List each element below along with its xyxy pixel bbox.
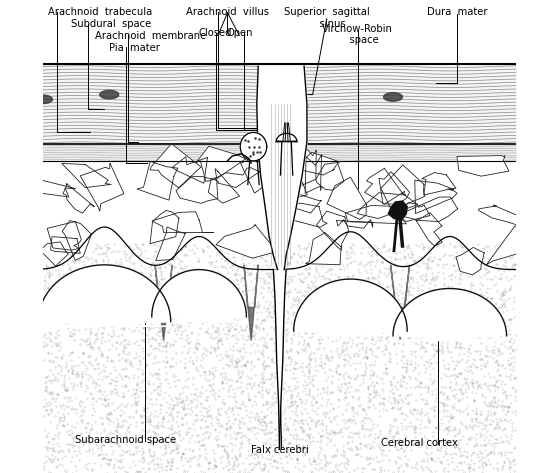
Polygon shape — [345, 205, 406, 224]
Polygon shape — [276, 133, 297, 142]
Polygon shape — [172, 157, 207, 183]
Polygon shape — [150, 210, 179, 244]
Polygon shape — [38, 265, 170, 326]
Text: Cerebral cortex: Cerebral cortex — [381, 438, 457, 447]
Text: Virchow-Robin
    space: Virchow-Robin space — [322, 24, 393, 45]
Polygon shape — [457, 156, 509, 176]
Polygon shape — [456, 247, 484, 275]
Polygon shape — [337, 219, 373, 228]
Polygon shape — [316, 211, 349, 250]
Polygon shape — [152, 270, 247, 322]
Polygon shape — [357, 193, 418, 219]
Polygon shape — [80, 164, 124, 211]
Polygon shape — [379, 172, 410, 204]
Polygon shape — [216, 225, 277, 258]
Polygon shape — [48, 221, 82, 250]
Polygon shape — [364, 168, 405, 204]
Polygon shape — [295, 152, 339, 175]
Polygon shape — [422, 173, 456, 195]
Text: Open: Open — [226, 28, 253, 38]
Text: Superior  sagittal
    sinus: Superior sagittal sinus — [284, 7, 369, 29]
Text: Subarachnoid space: Subarachnoid space — [75, 435, 176, 445]
Polygon shape — [62, 164, 111, 188]
Polygon shape — [196, 146, 245, 182]
Polygon shape — [416, 213, 442, 246]
Polygon shape — [305, 155, 321, 193]
Polygon shape — [176, 176, 218, 203]
Polygon shape — [137, 161, 178, 200]
Polygon shape — [156, 227, 185, 261]
Polygon shape — [393, 289, 506, 341]
Text: Subdural  space: Subdural space — [72, 19, 151, 29]
Polygon shape — [240, 132, 267, 161]
Text: Falx cerebri: Falx cerebri — [250, 445, 309, 455]
Polygon shape — [381, 165, 425, 210]
Text: Closed: Closed — [199, 28, 233, 38]
Ellipse shape — [383, 93, 402, 101]
Ellipse shape — [289, 102, 308, 111]
Polygon shape — [62, 220, 92, 261]
Text: Arachnoid  trabecula: Arachnoid trabecula — [48, 7, 152, 17]
Text: Dura  mater: Dura mater — [427, 7, 487, 17]
Polygon shape — [389, 201, 407, 220]
Text: Arachnoid  villus: Arachnoid villus — [186, 7, 269, 17]
Polygon shape — [486, 226, 534, 265]
Polygon shape — [316, 163, 344, 190]
Polygon shape — [63, 184, 94, 213]
Polygon shape — [240, 158, 271, 193]
Polygon shape — [27, 177, 75, 197]
Polygon shape — [398, 197, 458, 221]
Polygon shape — [267, 203, 327, 227]
Polygon shape — [209, 169, 240, 203]
Polygon shape — [275, 193, 321, 213]
Polygon shape — [415, 180, 457, 213]
Ellipse shape — [34, 95, 53, 104]
Ellipse shape — [100, 90, 119, 99]
Polygon shape — [479, 205, 522, 225]
Polygon shape — [244, 265, 258, 341]
Polygon shape — [150, 144, 201, 188]
Polygon shape — [215, 168, 259, 187]
Polygon shape — [306, 232, 341, 265]
Polygon shape — [401, 203, 430, 221]
Text: Arachnoid  membrane: Arachnoid membrane — [95, 31, 206, 41]
Text: Pia  mater: Pia mater — [109, 43, 160, 53]
Polygon shape — [290, 148, 316, 186]
Polygon shape — [327, 177, 366, 219]
Polygon shape — [293, 279, 407, 336]
Polygon shape — [155, 265, 172, 341]
Polygon shape — [40, 242, 68, 266]
Polygon shape — [391, 265, 410, 341]
Polygon shape — [51, 237, 80, 254]
Polygon shape — [277, 181, 307, 199]
Polygon shape — [152, 212, 214, 233]
